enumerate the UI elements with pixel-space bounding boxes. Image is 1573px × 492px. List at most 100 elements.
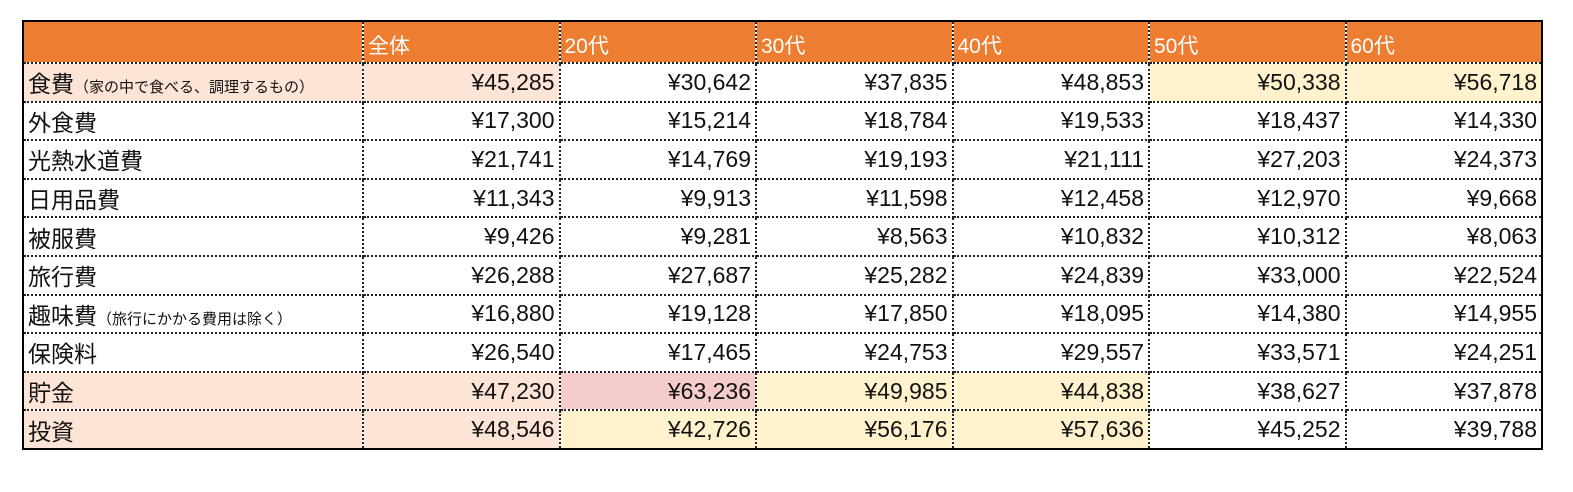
- value-cell: ¥17,465: [558, 332, 757, 373]
- table-row: 趣味費（旅行にかかる費用は除く） ¥16,880 ¥19,128 ¥17,850 ¥18…: [22, 293, 1543, 335]
- row-label: 旅行費: [28, 264, 97, 291]
- value-cell: ¥10,832: [951, 216, 1150, 257]
- value-cell: ¥48,546: [362, 409, 561, 450]
- value-cell: ¥37,878: [1344, 370, 1543, 412]
- value-cell: ¥14,330: [1344, 100, 1543, 142]
- value-cell: ¥26,540: [362, 332, 561, 373]
- value-cell: ¥33,571: [1148, 332, 1347, 373]
- value-cell: ¥19,128: [558, 293, 757, 335]
- table-body: 食費（家の中で食べる、調理するもの） ¥45,285 ¥30,642 ¥37,835 ¥…: [22, 62, 1543, 450]
- header-row: 全体 20代 30代 40代 50代 60代: [22, 20, 1543, 64]
- table-row: 旅行費 ¥26,288 ¥27,687 ¥25,282 ¥24,839 ¥33,000 ¥2…: [22, 254, 1543, 296]
- row-label-cell: 保険料: [22, 332, 364, 373]
- value-cell: ¥12,970: [1148, 177, 1347, 219]
- row-note: （家の中で食べる、調理するもの）: [74, 79, 315, 97]
- column-header: 60代: [1344, 20, 1543, 64]
- corner-cell: [22, 20, 364, 64]
- row-label-cell: 貯金: [22, 370, 364, 412]
- row-label: 投資: [28, 418, 74, 445]
- expense-table: 全体 20代 30代 40代 50代 60代 食費（家の中で食べる、調理するもの） ¥45,…: [22, 20, 1543, 450]
- row-label: 保険料: [28, 341, 97, 368]
- value-cell: ¥49,985: [755, 370, 954, 412]
- row-label-cell: 旅行費: [22, 254, 364, 296]
- value-cell: ¥48,853: [951, 62, 1150, 103]
- value-cell: ¥57,636: [951, 409, 1150, 450]
- table-row: 投資 ¥48,546 ¥42,726 ¥56,176 ¥57,636 ¥45,252 ¥39…: [22, 409, 1543, 450]
- value-cell: ¥24,753: [755, 332, 954, 373]
- value-cell: ¥24,839: [951, 254, 1150, 296]
- row-label-cell: 光熱水道費: [22, 139, 364, 180]
- value-cell: ¥24,251: [1344, 332, 1543, 373]
- value-cell: ¥56,718: [1344, 62, 1543, 103]
- value-cell: ¥17,850: [755, 293, 954, 335]
- value-cell: ¥30,642: [558, 62, 757, 103]
- value-cell: ¥38,627: [1148, 370, 1347, 412]
- value-cell: ¥63,236: [558, 370, 757, 412]
- row-label-cell: 趣味費（旅行にかかる費用は除く）: [22, 293, 364, 335]
- value-cell: ¥22,524: [1344, 254, 1543, 296]
- value-cell: ¥9,668: [1344, 177, 1543, 219]
- value-cell: ¥9,426: [362, 216, 561, 257]
- value-cell: ¥25,282: [755, 254, 954, 296]
- value-cell: ¥15,214: [558, 100, 757, 142]
- value-cell: ¥18,784: [755, 100, 954, 142]
- table-row: 保険料 ¥26,540 ¥17,465 ¥24,753 ¥29,557 ¥33,571 ¥2…: [22, 332, 1543, 373]
- value-cell: ¥24,373: [1344, 139, 1543, 180]
- value-cell: ¥37,835: [755, 62, 954, 103]
- value-cell: ¥45,252: [1148, 409, 1347, 450]
- value-cell: ¥42,726: [558, 409, 757, 450]
- value-cell: ¥9,281: [558, 216, 757, 257]
- column-header: 50代: [1148, 20, 1347, 64]
- value-cell: ¥10,312: [1148, 216, 1347, 257]
- value-cell: ¥8,563: [755, 216, 954, 257]
- column-header: 全体: [362, 20, 561, 64]
- value-cell: ¥39,788: [1344, 409, 1543, 450]
- value-cell: ¥26,288: [362, 254, 561, 296]
- value-cell: ¥14,380: [1148, 293, 1347, 335]
- value-cell: ¥18,437: [1148, 100, 1347, 142]
- row-label-cell: 被服費: [22, 216, 364, 257]
- value-cell: ¥45,285: [362, 62, 561, 103]
- row-label-cell: 食費（家の中で食べる、調理するもの）: [22, 62, 364, 103]
- row-label-cell: 外食費: [22, 100, 364, 142]
- row-label-cell: 日用品費: [22, 177, 364, 219]
- row-label: 貯金: [28, 380, 74, 407]
- row-label: 日用品費: [28, 187, 120, 214]
- table-row: 光熱水道費 ¥21,741 ¥14,769 ¥19,193 ¥21,111 ¥27,203…: [22, 139, 1543, 180]
- value-cell: ¥19,533: [951, 100, 1150, 142]
- value-cell: ¥11,598: [755, 177, 954, 219]
- row-label: 食費: [28, 71, 74, 98]
- value-cell: ¥33,000: [1148, 254, 1347, 296]
- table-row: 貯金 ¥47,230 ¥63,236 ¥49,985 ¥44,838 ¥38,627 ¥37…: [22, 370, 1543, 412]
- row-note: （旅行にかかる費用は除く）: [97, 310, 293, 328]
- value-cell: ¥50,338: [1148, 62, 1347, 103]
- value-cell: ¥18,095: [951, 293, 1150, 335]
- row-label-cell: 投資: [22, 409, 364, 450]
- row-label: 光熱水道費: [28, 148, 143, 175]
- row-label: 趣味費: [28, 302, 97, 329]
- value-cell: ¥44,838: [951, 370, 1150, 412]
- value-cell: ¥17,300: [362, 100, 561, 142]
- value-cell: ¥56,176: [755, 409, 954, 450]
- value-cell: ¥47,230: [362, 370, 561, 412]
- value-cell: ¥11,343: [362, 177, 561, 219]
- row-label: 被服費: [28, 225, 97, 252]
- table-row: 日用品費 ¥11,343 ¥9,913 ¥11,598 ¥12,458 ¥12,970 ¥9…: [22, 177, 1543, 219]
- value-cell: ¥29,557: [951, 332, 1150, 373]
- column-header: 40代: [951, 20, 1150, 64]
- column-header: 20代: [558, 20, 757, 64]
- value-cell: ¥21,111: [951, 139, 1150, 180]
- column-header: 30代: [755, 20, 954, 64]
- value-cell: ¥9,913: [558, 177, 757, 219]
- value-cell: ¥21,741: [362, 139, 561, 180]
- value-cell: ¥14,955: [1344, 293, 1543, 335]
- value-cell: ¥8,063: [1344, 216, 1543, 257]
- row-label: 外食費: [28, 109, 97, 136]
- value-cell: ¥27,687: [558, 254, 757, 296]
- value-cell: ¥12,458: [951, 177, 1150, 219]
- value-cell: ¥16,880: [362, 293, 561, 335]
- value-cell: ¥27,203: [1148, 139, 1347, 180]
- value-cell: ¥19,193: [755, 139, 954, 180]
- table-row: 外食費 ¥17,300 ¥15,214 ¥18,784 ¥19,533 ¥18,437 ¥1…: [22, 100, 1543, 142]
- table-row: 被服費 ¥9,426 ¥9,281 ¥8,563 ¥10,832 ¥10,312 ¥8,06…: [22, 216, 1543, 257]
